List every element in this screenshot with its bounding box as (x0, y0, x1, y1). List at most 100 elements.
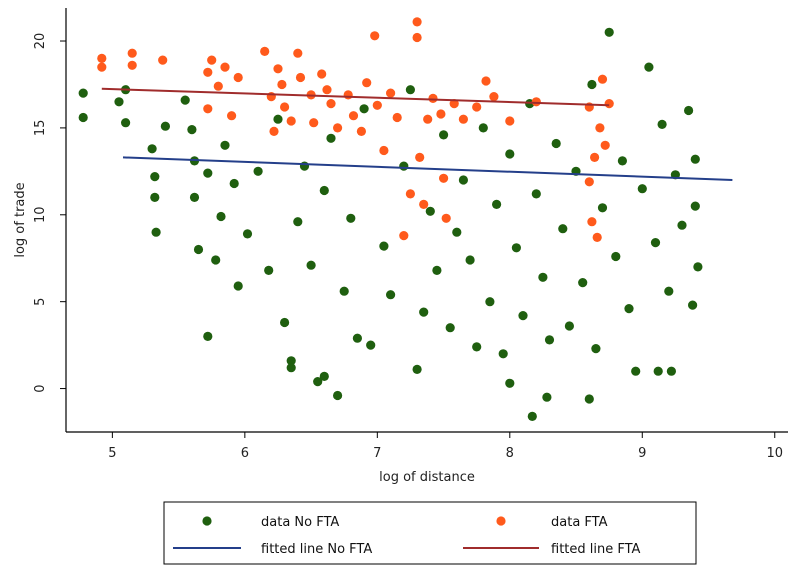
no-fta-point-28 (286, 363, 296, 373)
no-fta-point-24 (264, 265, 274, 275)
no-fta-point-52 (452, 227, 462, 237)
fta-point-45 (439, 173, 449, 183)
no-fta-point-58 (492, 199, 502, 209)
no-fta-point-69 (544, 335, 555, 345)
fta-point-31 (370, 31, 380, 41)
fitted-line-fta (101, 87, 610, 107)
fta-point-5 (203, 67, 213, 77)
no-fta-point-27 (286, 356, 296, 366)
no-fta-point-41 (366, 340, 376, 350)
no-fta-point-44 (399, 161, 409, 171)
no-fta-point-53 (458, 175, 468, 185)
fta-point-29 (356, 126, 366, 136)
plot-area: 5 6 7 8 9 10 0 5 10 15 20 (33, 8, 788, 461)
no-fta-point-51 (445, 323, 455, 333)
x-tick-label-5: 5 (108, 446, 116, 461)
no-fta-point-57 (485, 297, 495, 307)
no-fta-point-45 (405, 85, 415, 95)
no-fta-point-49 (432, 265, 442, 275)
fta-point-52 (505, 116, 515, 126)
fta-point-23 (317, 69, 327, 79)
fta-point-9 (220, 62, 230, 72)
no-fta-point-22 (242, 229, 253, 239)
fta-point-42 (423, 114, 433, 124)
no-fta-point-72 (564, 321, 575, 331)
fta-point-36 (399, 231, 409, 241)
no-fta-point-65 (527, 411, 537, 421)
no-fta-point-95 (690, 154, 700, 164)
legend-box (163, 501, 697, 565)
legend-marker-0 (202, 516, 212, 526)
fta-point-27 (343, 90, 353, 100)
no-fta-point-1 (78, 112, 88, 123)
no-fta-point-89 (664, 286, 674, 296)
fta-point-33 (379, 145, 389, 156)
no-fta-point-67 (538, 272, 548, 282)
no-fta-point-39 (352, 333, 362, 343)
no-fta-point-46 (412, 364, 422, 374)
fta-point-50 (481, 76, 491, 86)
no-fta-point-96 (693, 262, 703, 272)
no-fta-point-76 (587, 79, 597, 90)
no-fta-point-63 (518, 311, 528, 321)
no-fta-point-79 (604, 27, 614, 37)
fta-point-20 (295, 72, 306, 83)
no-fta-point-62 (511, 243, 521, 253)
no-fta-point-71 (558, 224, 568, 234)
x-tick-label-6: 6 (241, 446, 249, 461)
no-fta-point-81 (617, 156, 628, 166)
fta-point-37 (405, 189, 415, 199)
y-axis-title: log of trade (13, 182, 28, 257)
no-fta-point-34 (319, 371, 329, 381)
no-fta-point-17 (211, 255, 221, 265)
no-fta-point-75 (584, 394, 594, 404)
y-tick-label-15: 15 (33, 120, 48, 137)
x-tick-label-7: 7 (373, 446, 381, 461)
no-fta-point-20 (229, 178, 239, 189)
no-fta-point-93 (684, 105, 694, 116)
no-fta-point-47 (419, 307, 429, 317)
no-fta-point-54 (465, 255, 475, 265)
no-fta-point-85 (644, 62, 654, 72)
no-fta-point-35 (326, 133, 336, 143)
fta-point-60 (597, 74, 608, 84)
no-fta-point-40 (359, 104, 369, 114)
fta-point-1 (97, 53, 107, 64)
no-fta-point-5 (147, 144, 157, 154)
fta-point-32 (372, 100, 382, 110)
no-fta-point-77 (591, 344, 601, 354)
no-fta-point-97 (690, 201, 700, 211)
fta-point-26 (333, 123, 343, 133)
fta-point-10 (227, 111, 237, 121)
legend: data No FTA data FTA fitted line No FTA fit… (163, 501, 697, 565)
no-fta-point-78 (597, 203, 608, 213)
fta-point-24 (322, 85, 332, 95)
fta-point-2 (127, 48, 137, 58)
no-fta-point-9 (160, 121, 170, 131)
fta-point-28 (348, 111, 359, 121)
fta-point-34 (386, 88, 396, 98)
no-fta-point-92 (677, 220, 687, 230)
no-fta-point-87 (653, 366, 663, 376)
no-fta-point-18 (216, 211, 226, 222)
no-fta-point-2 (114, 97, 124, 107)
no-fta-point-83 (631, 366, 641, 376)
no-fta-point-23 (253, 166, 263, 176)
no-fta-point-48 (425, 206, 435, 216)
no-fta-point-19 (220, 140, 230, 150)
fta-point-25 (326, 99, 336, 109)
fta-point-19 (293, 48, 303, 58)
no-fta-point-86 (650, 238, 661, 248)
fta-point-57 (590, 152, 600, 162)
no-fta-point-42 (379, 241, 389, 251)
fta-point-40 (415, 152, 425, 162)
fta-point-11 (233, 72, 243, 83)
fta-point-16 (277, 79, 287, 90)
fta-point-44 (436, 109, 446, 119)
no-fta-point-14 (193, 244, 204, 255)
fta-point-56 (587, 217, 597, 227)
no-fta-point-25 (273, 114, 283, 124)
no-fta-point-15 (203, 331, 213, 341)
fta-point-58 (592, 232, 602, 242)
